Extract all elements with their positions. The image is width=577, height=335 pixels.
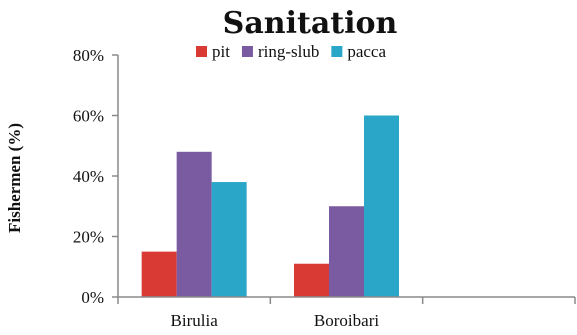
y-axis-ticks: 0% 20% 40% 60% 80% [73, 46, 104, 307]
bar-pit-Boroibari [294, 263, 329, 297]
y-tick-label: 80% [73, 46, 104, 65]
legend-label-ring-slub: ring-slub [258, 42, 319, 61]
y-tick-label: 20% [73, 228, 104, 247]
x-tick-label: Birulia [171, 311, 219, 330]
y-tick-label: 60% [73, 107, 104, 126]
legend-swatch-pit [196, 46, 207, 57]
legend-label-pit: pit [212, 42, 230, 61]
bars [141, 115, 399, 297]
bar-ring-slub-Birulia [176, 151, 212, 297]
legend-label-pacca: pacca [347, 42, 386, 61]
bar-ring-slub-Boroibari [329, 206, 364, 297]
y-axis-label: Fishermen (%) [5, 123, 24, 233]
legend: pit ring-slub pacca [196, 42, 386, 61]
bar-pacca-Birulia [211, 182, 247, 297]
legend-swatch-pacca [331, 46, 343, 57]
y-tick-label: 40% [73, 167, 104, 186]
x-axis-ticks: Birulia Boroibari [171, 311, 380, 330]
y-tick-label: 0% [81, 288, 104, 307]
chart-title: Sanitation [223, 6, 398, 41]
bar-pacca-Boroibari [364, 115, 399, 297]
x-tick-label: Boroibari [314, 311, 379, 330]
bar-pit-Birulia [141, 251, 177, 297]
legend-swatch-ring-slub [241, 46, 253, 57]
axes [112, 54, 576, 304]
